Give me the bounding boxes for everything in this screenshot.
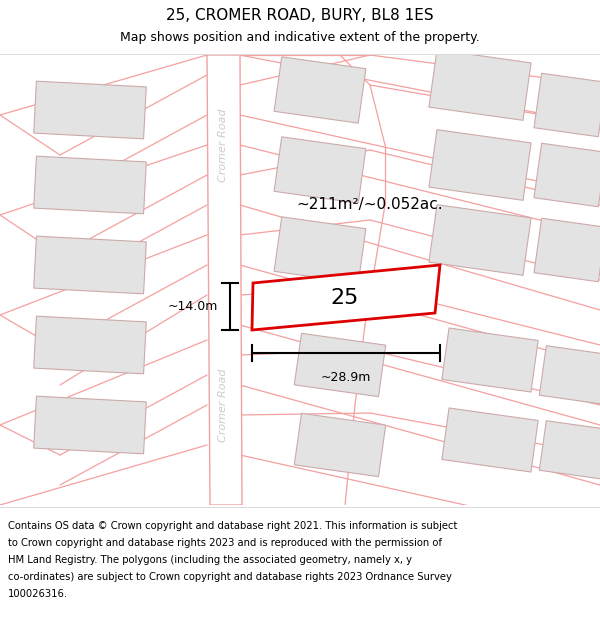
Polygon shape xyxy=(534,73,600,137)
Polygon shape xyxy=(429,129,531,201)
Polygon shape xyxy=(34,236,146,294)
Text: 100026316.: 100026316. xyxy=(8,589,68,599)
Polygon shape xyxy=(429,204,531,276)
Text: Contains OS data © Crown copyright and database right 2021. This information is : Contains OS data © Crown copyright and d… xyxy=(8,521,457,531)
Polygon shape xyxy=(534,143,600,207)
Polygon shape xyxy=(34,316,146,374)
Text: ~28.9m: ~28.9m xyxy=(321,371,371,384)
Text: 25: 25 xyxy=(331,288,359,308)
Polygon shape xyxy=(442,408,538,472)
Polygon shape xyxy=(252,265,440,330)
Polygon shape xyxy=(274,137,366,203)
Polygon shape xyxy=(294,413,386,477)
Polygon shape xyxy=(539,346,600,404)
Polygon shape xyxy=(539,421,600,479)
Text: Cromer Road: Cromer Road xyxy=(218,108,228,182)
Polygon shape xyxy=(442,328,538,392)
Text: to Crown copyright and database rights 2023 and is reproduced with the permissio: to Crown copyright and database rights 2… xyxy=(8,538,442,548)
Polygon shape xyxy=(429,49,531,121)
Polygon shape xyxy=(34,156,146,214)
Polygon shape xyxy=(534,218,600,282)
Polygon shape xyxy=(34,81,146,139)
Text: Map shows position and indicative extent of the property.: Map shows position and indicative extent… xyxy=(120,31,480,44)
Text: 25, CROMER ROAD, BURY, BL8 1ES: 25, CROMER ROAD, BURY, BL8 1ES xyxy=(166,8,434,22)
Text: ~14.0m: ~14.0m xyxy=(167,300,218,313)
Polygon shape xyxy=(207,55,242,505)
Polygon shape xyxy=(34,396,146,454)
Text: HM Land Registry. The polygons (including the associated geometry, namely x, y: HM Land Registry. The polygons (includin… xyxy=(8,555,412,565)
Polygon shape xyxy=(274,57,366,123)
Polygon shape xyxy=(274,217,366,283)
Text: Cromer Road: Cromer Road xyxy=(218,368,228,442)
Polygon shape xyxy=(294,333,386,397)
Text: ~211m²/~0.052ac.: ~211m²/~0.052ac. xyxy=(296,198,443,212)
Text: co-ordinates) are subject to Crown copyright and database rights 2023 Ordnance S: co-ordinates) are subject to Crown copyr… xyxy=(8,572,452,582)
